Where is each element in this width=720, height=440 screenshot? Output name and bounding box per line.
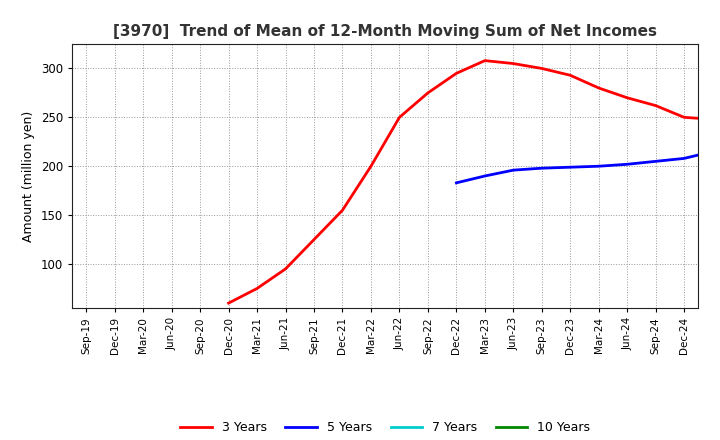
Y-axis label: Amount (million yen): Amount (million yen) bbox=[22, 110, 35, 242]
Title: [3970]  Trend of Mean of 12-Month Moving Sum of Net Incomes: [3970] Trend of Mean of 12-Month Moving … bbox=[113, 24, 657, 39]
Legend: 3 Years, 5 Years, 7 Years, 10 Years: 3 Years, 5 Years, 7 Years, 10 Years bbox=[176, 416, 595, 439]
